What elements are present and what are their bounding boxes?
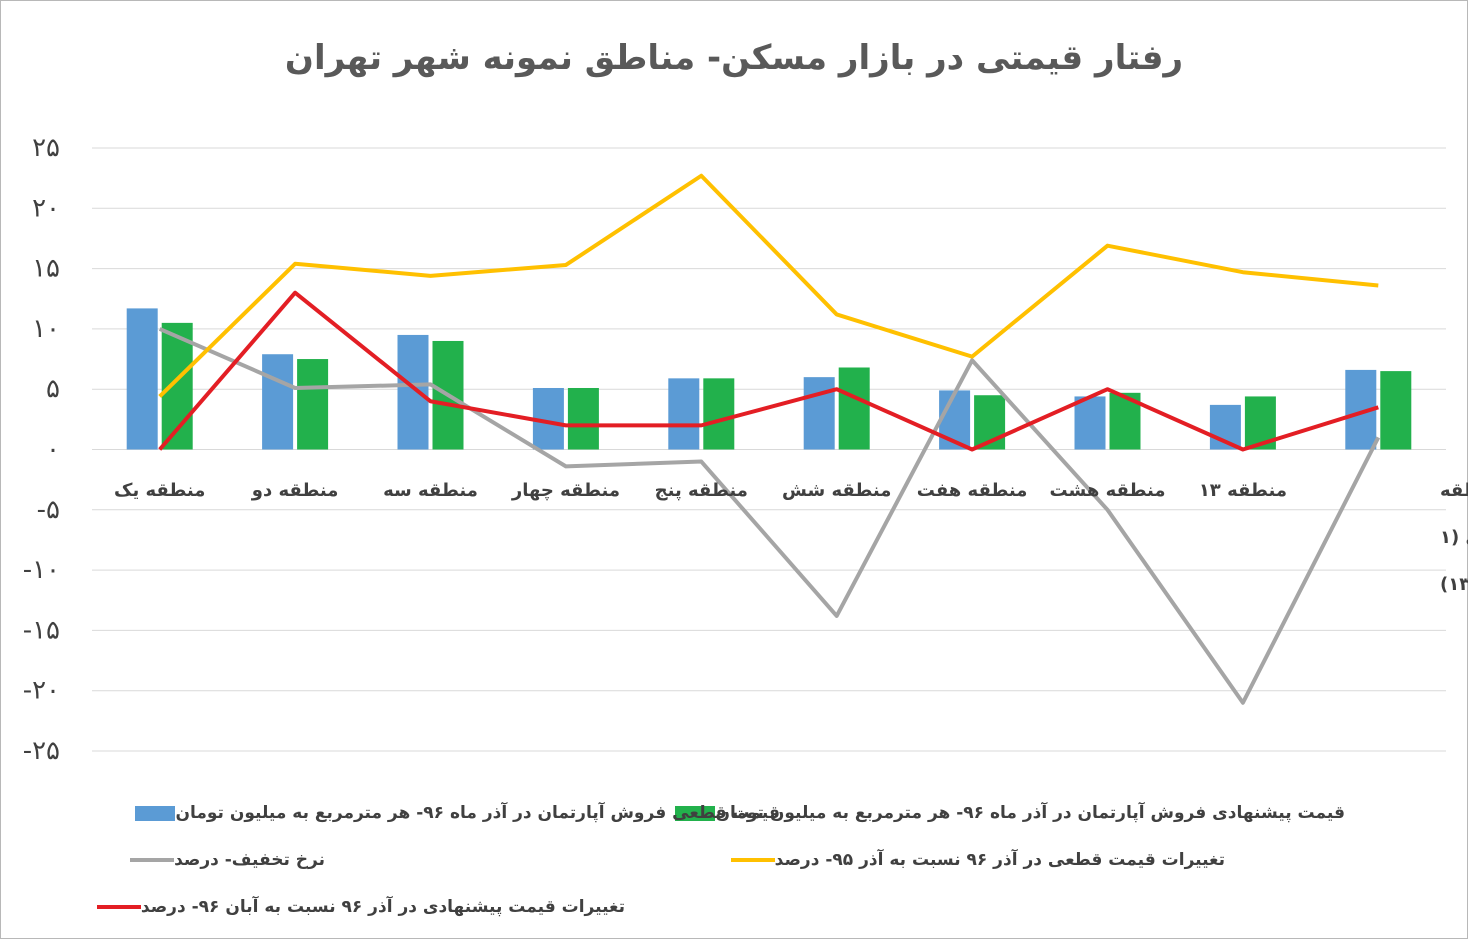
bar-final-price: [803, 377, 835, 450]
x-tick-label: منطقه یک: [114, 480, 205, 501]
chart-title: رفتار قیمتی در بازار مسکن- مناطق نمونه ش…: [284, 38, 1184, 78]
bar-final-price: [668, 378, 700, 450]
x-tick-label: منطقه هشت: [1049, 480, 1165, 501]
bar-offer-price: [1380, 371, 1412, 450]
bar-offer-price: [567, 387, 599, 450]
y-tick-label: ۲۵: [32, 133, 60, 163]
y-tick-label: ۰: [46, 435, 60, 465]
y-tick-label: -۵: [37, 495, 60, 525]
x-tick-label: منطقه دو: [251, 480, 339, 501]
bar-offer-price: [703, 378, 735, 450]
y-tick-label: -۲۰: [23, 676, 60, 706]
monthly-offer-change-line: [158, 290, 1379, 452]
x-tick-label: منطقه هفت: [917, 480, 1028, 501]
y-tick-label: ۵: [46, 374, 60, 404]
bar-final-price: [397, 334, 429, 450]
bar-final-price: [1074, 396, 1106, 450]
y-tick-label: -۱۰: [23, 555, 60, 585]
discount-rate-line: [158, 327, 1381, 705]
y-tick-label: -۲۵: [23, 736, 60, 766]
bar-offer-price: [838, 367, 870, 450]
annual-change-line: [158, 173, 1379, 398]
y-tick-label: ۱۰: [32, 314, 60, 344]
bar-final-price: [262, 354, 294, 450]
bar-offer-price: [297, 359, 329, 450]
x-tick-label: منطقه پنج: [655, 480, 748, 501]
y-tick-label: ۱۵: [32, 254, 60, 284]
x-tick-label: منطقه شش: [782, 480, 891, 501]
x-tick-label: منطقه چهار: [511, 480, 620, 501]
y-tick-label: -۱۵: [23, 615, 60, 645]
x-tick-label: منطقه سه: [383, 480, 478, 501]
y-tick-label: ۲۰: [32, 193, 60, 223]
bar-final-price: [126, 308, 158, 450]
x-tick-label: منطقه ۱۳: [1199, 480, 1287, 501]
x-tick-label: میانگین ۹ منطقهمورد بررسی (۱تا ۸ و ۱۳): [1440, 479, 1468, 595]
